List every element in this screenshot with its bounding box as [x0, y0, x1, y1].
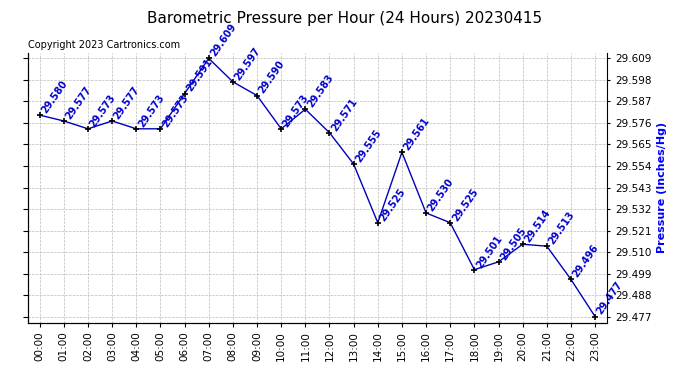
Text: 29.573: 29.573: [88, 92, 118, 129]
Text: 29.513: 29.513: [546, 210, 577, 246]
Text: 29.555: 29.555: [353, 128, 384, 164]
Text: 29.525: 29.525: [450, 186, 480, 223]
Text: 29.573: 29.573: [160, 92, 190, 129]
Text: 29.591: 29.591: [184, 57, 215, 94]
Text: 29.561: 29.561: [402, 116, 432, 152]
Text: 29.583: 29.583: [305, 73, 335, 109]
Text: 29.573: 29.573: [136, 92, 166, 129]
Text: 29.597: 29.597: [233, 45, 263, 82]
Text: 29.496: 29.496: [571, 243, 601, 279]
Text: 29.525: 29.525: [378, 186, 408, 223]
Y-axis label: Pressure (Inches/Hg): Pressure (Inches/Hg): [657, 122, 667, 253]
Text: 29.505: 29.505: [498, 225, 529, 262]
Text: 29.580: 29.580: [39, 78, 70, 115]
Text: 29.501: 29.501: [475, 233, 504, 270]
Text: 29.514: 29.514: [523, 208, 553, 244]
Text: Copyright 2023 Cartronics.com: Copyright 2023 Cartronics.com: [28, 40, 179, 50]
Text: 29.571: 29.571: [330, 96, 359, 133]
Text: 29.577: 29.577: [63, 84, 94, 121]
Text: 29.609: 29.609: [208, 22, 239, 58]
Text: 29.477: 29.477: [595, 280, 625, 316]
Text: 29.577: 29.577: [112, 84, 142, 121]
Text: 29.530: 29.530: [426, 177, 456, 213]
Text: 29.573: 29.573: [282, 92, 311, 129]
Text: Barometric Pressure per Hour (24 Hours) 20230415: Barometric Pressure per Hour (24 Hours) …: [148, 11, 542, 26]
Text: 29.590: 29.590: [257, 59, 287, 96]
